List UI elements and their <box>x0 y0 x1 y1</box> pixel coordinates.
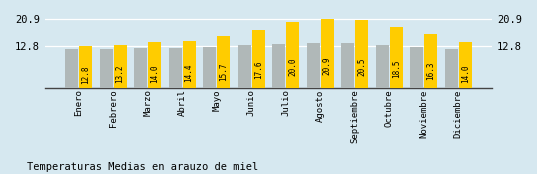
Text: 15.7: 15.7 <box>219 62 228 81</box>
Bar <box>183 41 195 88</box>
Text: 17.6: 17.6 <box>253 60 263 79</box>
Bar <box>307 43 320 88</box>
Bar <box>148 42 161 88</box>
Text: Temperaturas Medias en arauzo de miel: Temperaturas Medias en arauzo de miel <box>27 162 258 172</box>
Bar <box>410 47 424 88</box>
Bar <box>342 43 354 88</box>
Text: 20.9: 20.9 <box>323 57 332 75</box>
Bar <box>376 45 389 88</box>
Bar <box>252 30 265 88</box>
Bar <box>134 48 147 88</box>
Text: 20.5: 20.5 <box>357 57 366 76</box>
Bar <box>355 21 368 88</box>
Bar <box>238 45 251 88</box>
Bar <box>286 22 299 88</box>
Bar <box>169 48 182 88</box>
Text: 13.2: 13.2 <box>115 65 125 84</box>
Bar <box>79 46 92 88</box>
Bar <box>217 36 230 88</box>
Bar <box>424 34 437 88</box>
Bar <box>445 49 458 88</box>
Bar <box>204 47 216 88</box>
Bar <box>321 19 333 88</box>
Bar <box>100 49 113 88</box>
Bar <box>390 27 403 88</box>
Text: 20.0: 20.0 <box>288 58 297 76</box>
Bar <box>272 44 285 88</box>
Bar <box>113 45 127 88</box>
Bar <box>459 42 472 88</box>
Text: 18.5: 18.5 <box>391 59 401 78</box>
Text: 14.0: 14.0 <box>461 64 470 83</box>
Text: 12.8: 12.8 <box>81 65 90 84</box>
Text: 14.0: 14.0 <box>150 64 159 83</box>
Text: 16.3: 16.3 <box>426 62 435 80</box>
Bar <box>65 49 78 88</box>
Text: 14.4: 14.4 <box>185 64 194 82</box>
